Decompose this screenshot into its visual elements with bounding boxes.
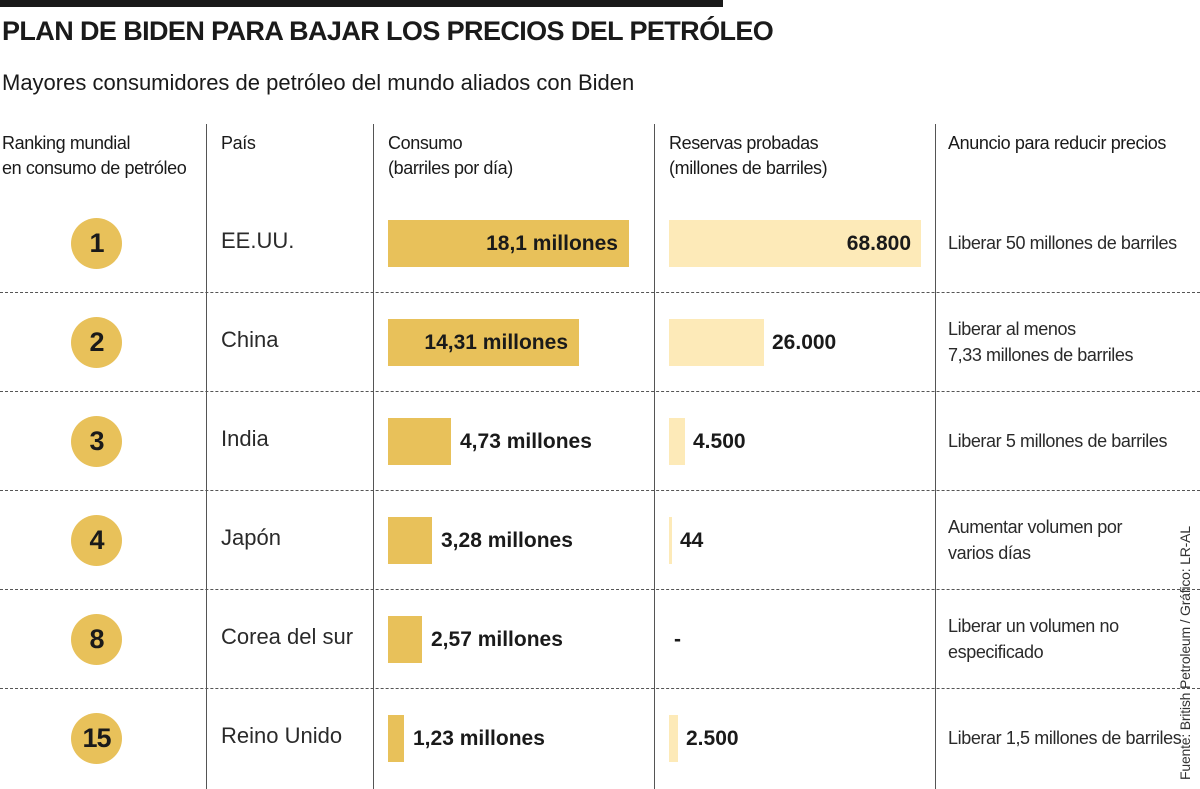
country-label: India [221, 426, 269, 451]
announcement-text: Aumentar volumen por varios días [948, 514, 1122, 566]
rank-badge: 15 [71, 713, 122, 764]
rank-badge: 4 [71, 515, 122, 566]
row-separator [0, 490, 1200, 491]
chart-title: PLAN DE BIDEN PARA BAJAR LOS PRECIOS DEL… [2, 16, 774, 46]
consumption-value-label: 4,73 millones [460, 430, 592, 453]
consumption-value-label: 18,1 millones [486, 232, 618, 255]
country-label: Reino Unido [221, 723, 343, 748]
table-row: 4 Japón 3,28 millones 44 Aumentar volumen po… [0, 491, 1200, 590]
announcement-line: varios días [948, 543, 1031, 563]
header-consumption-line: Consumo [388, 133, 463, 153]
consumption-bar [388, 319, 579, 366]
row-separator [0, 292, 1200, 293]
country-label: China [221, 327, 279, 352]
rank-badge: 3 [71, 416, 122, 467]
rank-badge: 1 [71, 218, 122, 269]
consumption-value-label: 14,31 millones [424, 331, 568, 354]
announcement-line: Liberar 1,5 millones de barriles [948, 728, 1182, 748]
header-announcement-line: Anuncio para reducir precios [948, 133, 1166, 153]
header-reserves-line: (millones de barriles) [669, 158, 828, 178]
reserves-bar [669, 418, 685, 465]
header-ranking-line: Ranking mundial [2, 133, 131, 153]
announcement-text: Liberar 50 millones de barriles [948, 230, 1177, 256]
country-label: Corea del sur [221, 624, 354, 649]
consumption-bar [388, 418, 451, 465]
announcement-line: Liberar un volumen no [948, 616, 1119, 636]
header-consumption: Consumo (barriles por día) [388, 131, 513, 181]
header-reserves: Reservas probadas (millones de barriles) [669, 131, 828, 181]
column-divider [935, 124, 936, 789]
top-rule [0, 0, 723, 7]
consumption-value-label: 3,28 millones [441, 529, 573, 552]
announcement-line: Liberar 5 millones de barriles [948, 431, 1168, 451]
reserves-bar [669, 715, 678, 762]
consumption-bar [388, 517, 432, 564]
reserves-value-label: - [674, 628, 681, 651]
announcement-text: Liberar 1,5 millones de barriles [948, 725, 1182, 751]
header-consumption-line: (barriles por día) [388, 158, 513, 178]
table-row: 3 India 4,73 millones 4.500 Liberar 5 millon… [0, 392, 1200, 491]
announcement-line: Liberar 50 millones de barriles [948, 233, 1177, 253]
consumption-bar [388, 616, 422, 663]
announcement-text: Liberar un volumen no especificado [948, 613, 1119, 665]
country-label: Japón [221, 525, 281, 550]
header-ranking: Ranking mundial en consumo de petróleo [2, 131, 187, 181]
chart-subtitle: Mayores consumidores de petróleo del mun… [2, 70, 635, 95]
table-row: 15 Reino Unido 1,23 millones 2.500 Liberar 1… [0, 689, 1200, 788]
header-reserves-line: Reservas probadas [669, 133, 819, 153]
rank-badge: 8 [71, 614, 122, 665]
header-ranking-line: en consumo de petróleo [2, 158, 187, 178]
announcement-line: especificado [948, 642, 1044, 662]
reserves-bar [669, 517, 672, 564]
reserves-value-label: 68.800 [846, 232, 911, 255]
reserves-value-label: 4.500 [693, 430, 746, 453]
header-country: País [221, 131, 256, 156]
country-label: EE.UU. [221, 228, 295, 253]
reserves-bar [669, 220, 921, 267]
header-country-line: País [221, 133, 256, 153]
reserves-value-label: 44 [680, 529, 704, 552]
row-separator [0, 688, 1200, 689]
table-row: 1 EE.UU. 18,1 millones 68.800 Liberar 50 mil… [0, 194, 1200, 293]
reserves-value-label: 2.500 [686, 727, 739, 750]
consumption-value-label: 1,23 millones [413, 727, 545, 750]
rank-badge: 2 [71, 317, 122, 368]
reserves-bar [669, 319, 764, 366]
table-row: 2 China 14,31 millones 26.000 Liberar al men… [0, 293, 1200, 392]
row-separator [0, 589, 1200, 590]
column-divider [654, 124, 655, 789]
table-row: 8 Corea del sur 2,57 millones - Liberar un v… [0, 590, 1200, 689]
announcement-line: Aumentar volumen por [948, 517, 1123, 537]
row-separator [0, 391, 1200, 392]
announcement-line: 7,33 millones de barriles [948, 345, 1134, 365]
column-divider [373, 124, 374, 789]
announcement-text: Liberar al menos 7,33 millones de barrile… [948, 316, 1134, 368]
source-note: Fuente: British Petroleum / Gráfico: LR-… [1177, 526, 1193, 780]
consumption-bar [388, 715, 404, 762]
announcement-text: Liberar 5 millones de barriles [948, 428, 1168, 454]
reserves-value-label: 26.000 [772, 331, 837, 354]
consumption-value-label: 2,57 millones [431, 628, 563, 651]
column-divider [206, 124, 207, 789]
consumption-bar [388, 220, 629, 267]
header-announcement: Anuncio para reducir precios [948, 131, 1166, 156]
announcement-line: Liberar al menos [948, 319, 1076, 339]
